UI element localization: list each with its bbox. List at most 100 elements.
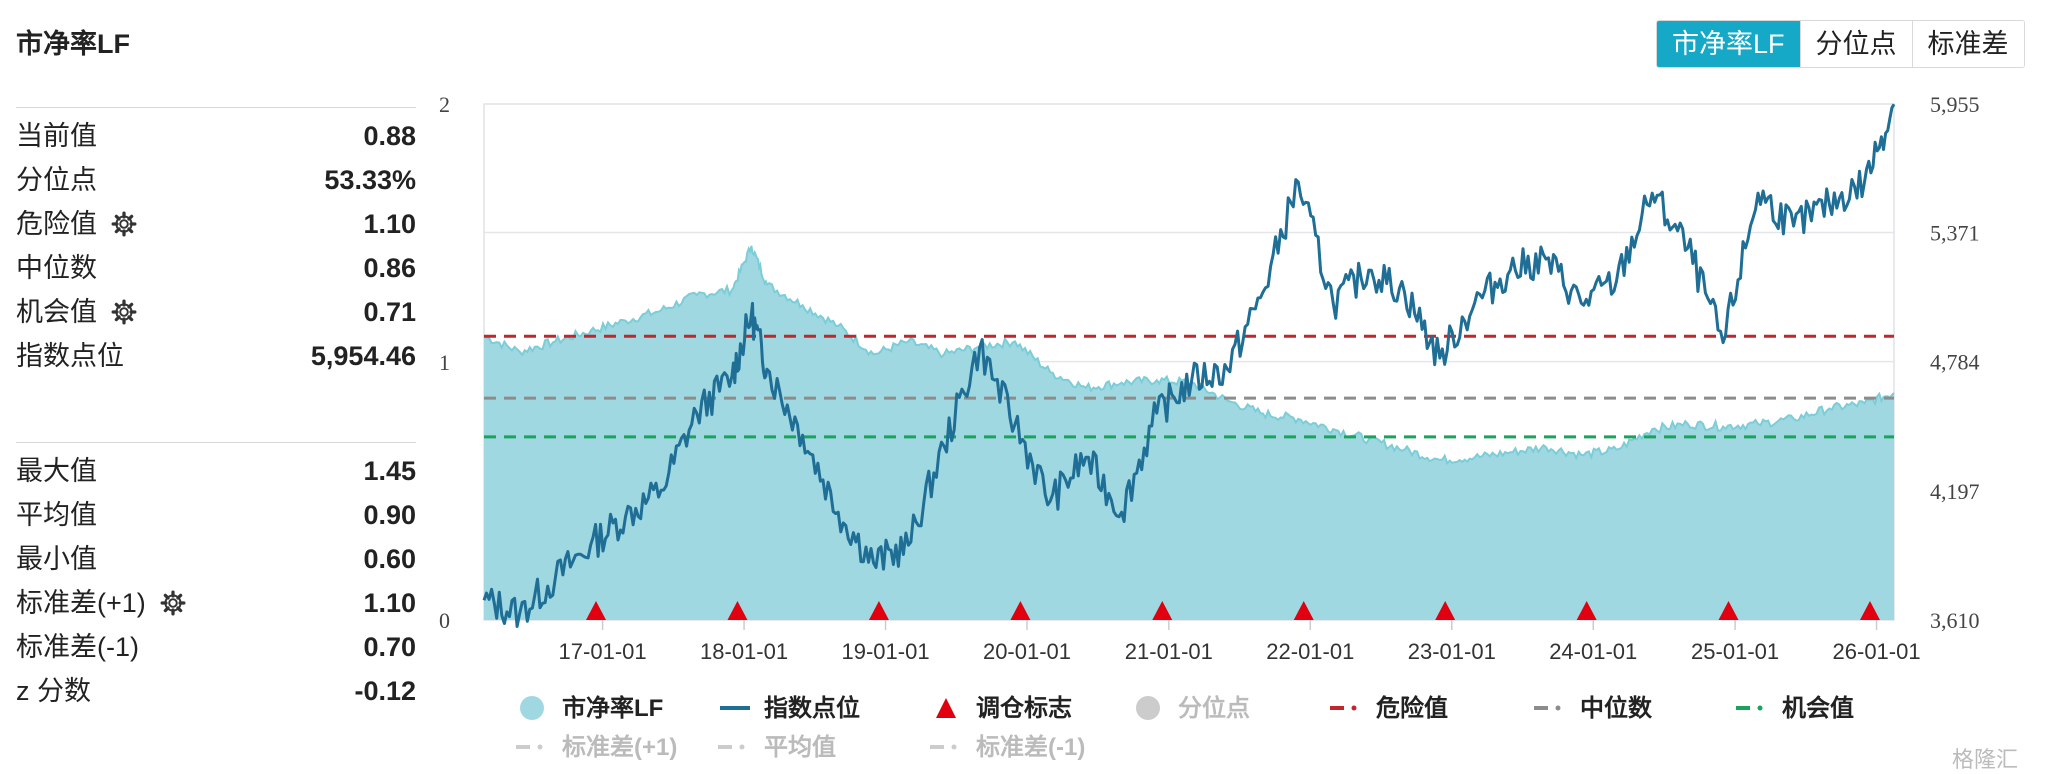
stat-row: 最大值 1.45	[16, 449, 416, 493]
x-tick-label: 25-01-01	[1691, 639, 1779, 664]
stat-label-text: 平均值	[16, 500, 97, 530]
legend-label: 中位数	[1580, 694, 1653, 722]
legend-swatch	[951, 744, 957, 750]
x-tick-label: 18-01-01	[700, 639, 788, 664]
legend-label: 标准差(-1)	[976, 733, 1085, 761]
stat-row: 机会值 0.71	[16, 290, 416, 334]
stat-label: 最大值	[16, 449, 97, 493]
x-tick-label: 19-01-01	[841, 639, 929, 664]
stats-panel-top: 当前值 0.88 分位点 53.33% 危险值 1.10 中位数 0.86 机会值 0.71 指数点…	[16, 107, 416, 378]
legend-label: 危险值	[1376, 694, 1448, 722]
legend-label: 指数点位	[764, 694, 860, 722]
stat-label: 当前值	[16, 114, 97, 158]
legend-swatch	[936, 698, 956, 718]
x-tick-label: 17-01-01	[559, 639, 647, 664]
stat-label: z 分数	[16, 669, 91, 713]
stat-row: 分位点 53.33%	[16, 158, 416, 202]
stat-label-text: 分位点	[16, 165, 97, 195]
y-right-tick: 5,371	[1930, 221, 1980, 246]
legend-label: 分位点	[1178, 694, 1250, 722]
stat-value: 0.90	[363, 500, 416, 530]
gear-icon[interactable]	[111, 299, 137, 325]
legend-swatch	[1136, 696, 1160, 720]
legend-item-3[interactable]: 分位点	[1136, 694, 1250, 722]
legend-swatch	[1351, 705, 1357, 711]
stat-row: 中位数 0.86	[16, 246, 416, 290]
legend-swatch	[537, 744, 543, 750]
legend-swatch	[739, 744, 745, 750]
legend-item-1[interactable]: 指数点位	[720, 694, 860, 722]
legend-item-2[interactable]: 调仓标志	[936, 694, 1072, 722]
stat-value: 0.71	[363, 297, 416, 327]
watermark-logo: 格隆汇	[1952, 747, 2019, 772]
stat-label-text: 标准差(+1)	[16, 588, 146, 618]
stat-label: 中位数	[16, 246, 97, 290]
legend-item-4[interactable]: 危险值	[1330, 694, 1448, 722]
tab-0[interactable]: 市净率LF	[1657, 21, 1800, 67]
stats-panel-bottom: 最大值 1.45 平均值 0.90 最小值 0.60 标准差(+1) 1.10 标准差(-1) 0…	[16, 442, 416, 713]
legend-label: 标准差(+1)	[562, 733, 677, 761]
legend-item-6[interactable]: 机会值	[1736, 694, 1854, 722]
stat-row: 当前值 0.88	[16, 114, 416, 158]
gear-icon[interactable]	[160, 590, 186, 616]
stat-row: 平均值 0.90	[16, 493, 416, 537]
stat-label: 机会值	[16, 290, 137, 334]
y-right-tick: 3,610	[1930, 608, 1980, 633]
series-pb-line	[483, 245, 1895, 466]
legend-swatch	[520, 696, 544, 720]
y-left-tick: 0	[439, 608, 450, 633]
x-tick-label: 23-01-01	[1408, 639, 1496, 664]
y-right-tick: 4,197	[1930, 479, 1980, 504]
rebalance-marker	[1435, 601, 1456, 620]
x-tick-label: 22-01-01	[1266, 639, 1354, 664]
rebalance-marker	[1293, 601, 1314, 620]
stat-label-text: z 分数	[16, 676, 92, 706]
stat-label: 危险值	[16, 202, 137, 246]
stat-label: 最小值	[16, 537, 97, 581]
stat-row: 最小值 0.60	[16, 537, 416, 581]
divider	[16, 442, 416, 443]
stat-label-text: 中位数	[16, 253, 97, 283]
legend-label: 平均值	[764, 733, 836, 761]
tab-2[interactable]: 标准差	[1911, 21, 2024, 67]
y-left-tick: 2	[439, 92, 450, 117]
legend-swatch	[1757, 705, 1763, 711]
stat-label-text: 指数点位	[16, 341, 124, 371]
legend-item-7[interactable]: 标准差(+1)	[516, 733, 677, 761]
page-title: 市净率LF	[16, 29, 130, 59]
legend-item-5[interactable]: 中位数	[1534, 694, 1653, 722]
gear-icon[interactable]	[111, 211, 137, 237]
legend-item-9[interactable]: 标准差(-1)	[930, 733, 1085, 761]
y-left-tick: 1	[439, 350, 450, 375]
stat-value: 53.33%	[324, 165, 416, 195]
series-pb-area	[484, 245, 1894, 620]
stat-value: 1.10	[363, 588, 416, 618]
tab-1[interactable]: 分位点	[1799, 21, 1912, 67]
rebalance-marker	[1576, 601, 1597, 620]
rebalance-marker	[586, 601, 607, 620]
rebalance-marker	[727, 601, 748, 620]
rebalance-marker	[1859, 601, 1880, 620]
legend-label: 机会值	[1782, 694, 1854, 722]
legend-label: 市净率LF	[562, 694, 663, 722]
stat-value: 0.88	[363, 121, 416, 151]
stat-value: 0.70	[363, 632, 416, 662]
stat-value: 5,954.46	[310, 341, 416, 371]
stat-label-text: 最大值	[16, 456, 97, 486]
stat-row: z 分数 -0.12	[16, 669, 416, 713]
divider	[16, 107, 416, 108]
legend-item-8[interactable]: 平均值	[718, 733, 836, 761]
legend-swatch	[1555, 705, 1561, 711]
x-tick-label: 20-01-01	[983, 639, 1071, 664]
stat-label: 标准差(+1)	[16, 581, 186, 625]
stat-row: 指数点位 5,954.46	[16, 334, 416, 378]
stat-label-text: 最小值	[16, 544, 97, 574]
x-tick-label: 26-01-01	[1833, 639, 1921, 664]
stat-label-text: 标准差(-1)	[16, 632, 139, 662]
stat-label: 标准差(-1)	[16, 625, 139, 669]
legend-item-0[interactable]: 市净率LF	[520, 694, 663, 722]
rebalance-marker	[868, 601, 889, 620]
stat-label-text: 危险值	[16, 209, 97, 239]
stat-row: 标准差(+1) 1.10	[16, 581, 416, 625]
